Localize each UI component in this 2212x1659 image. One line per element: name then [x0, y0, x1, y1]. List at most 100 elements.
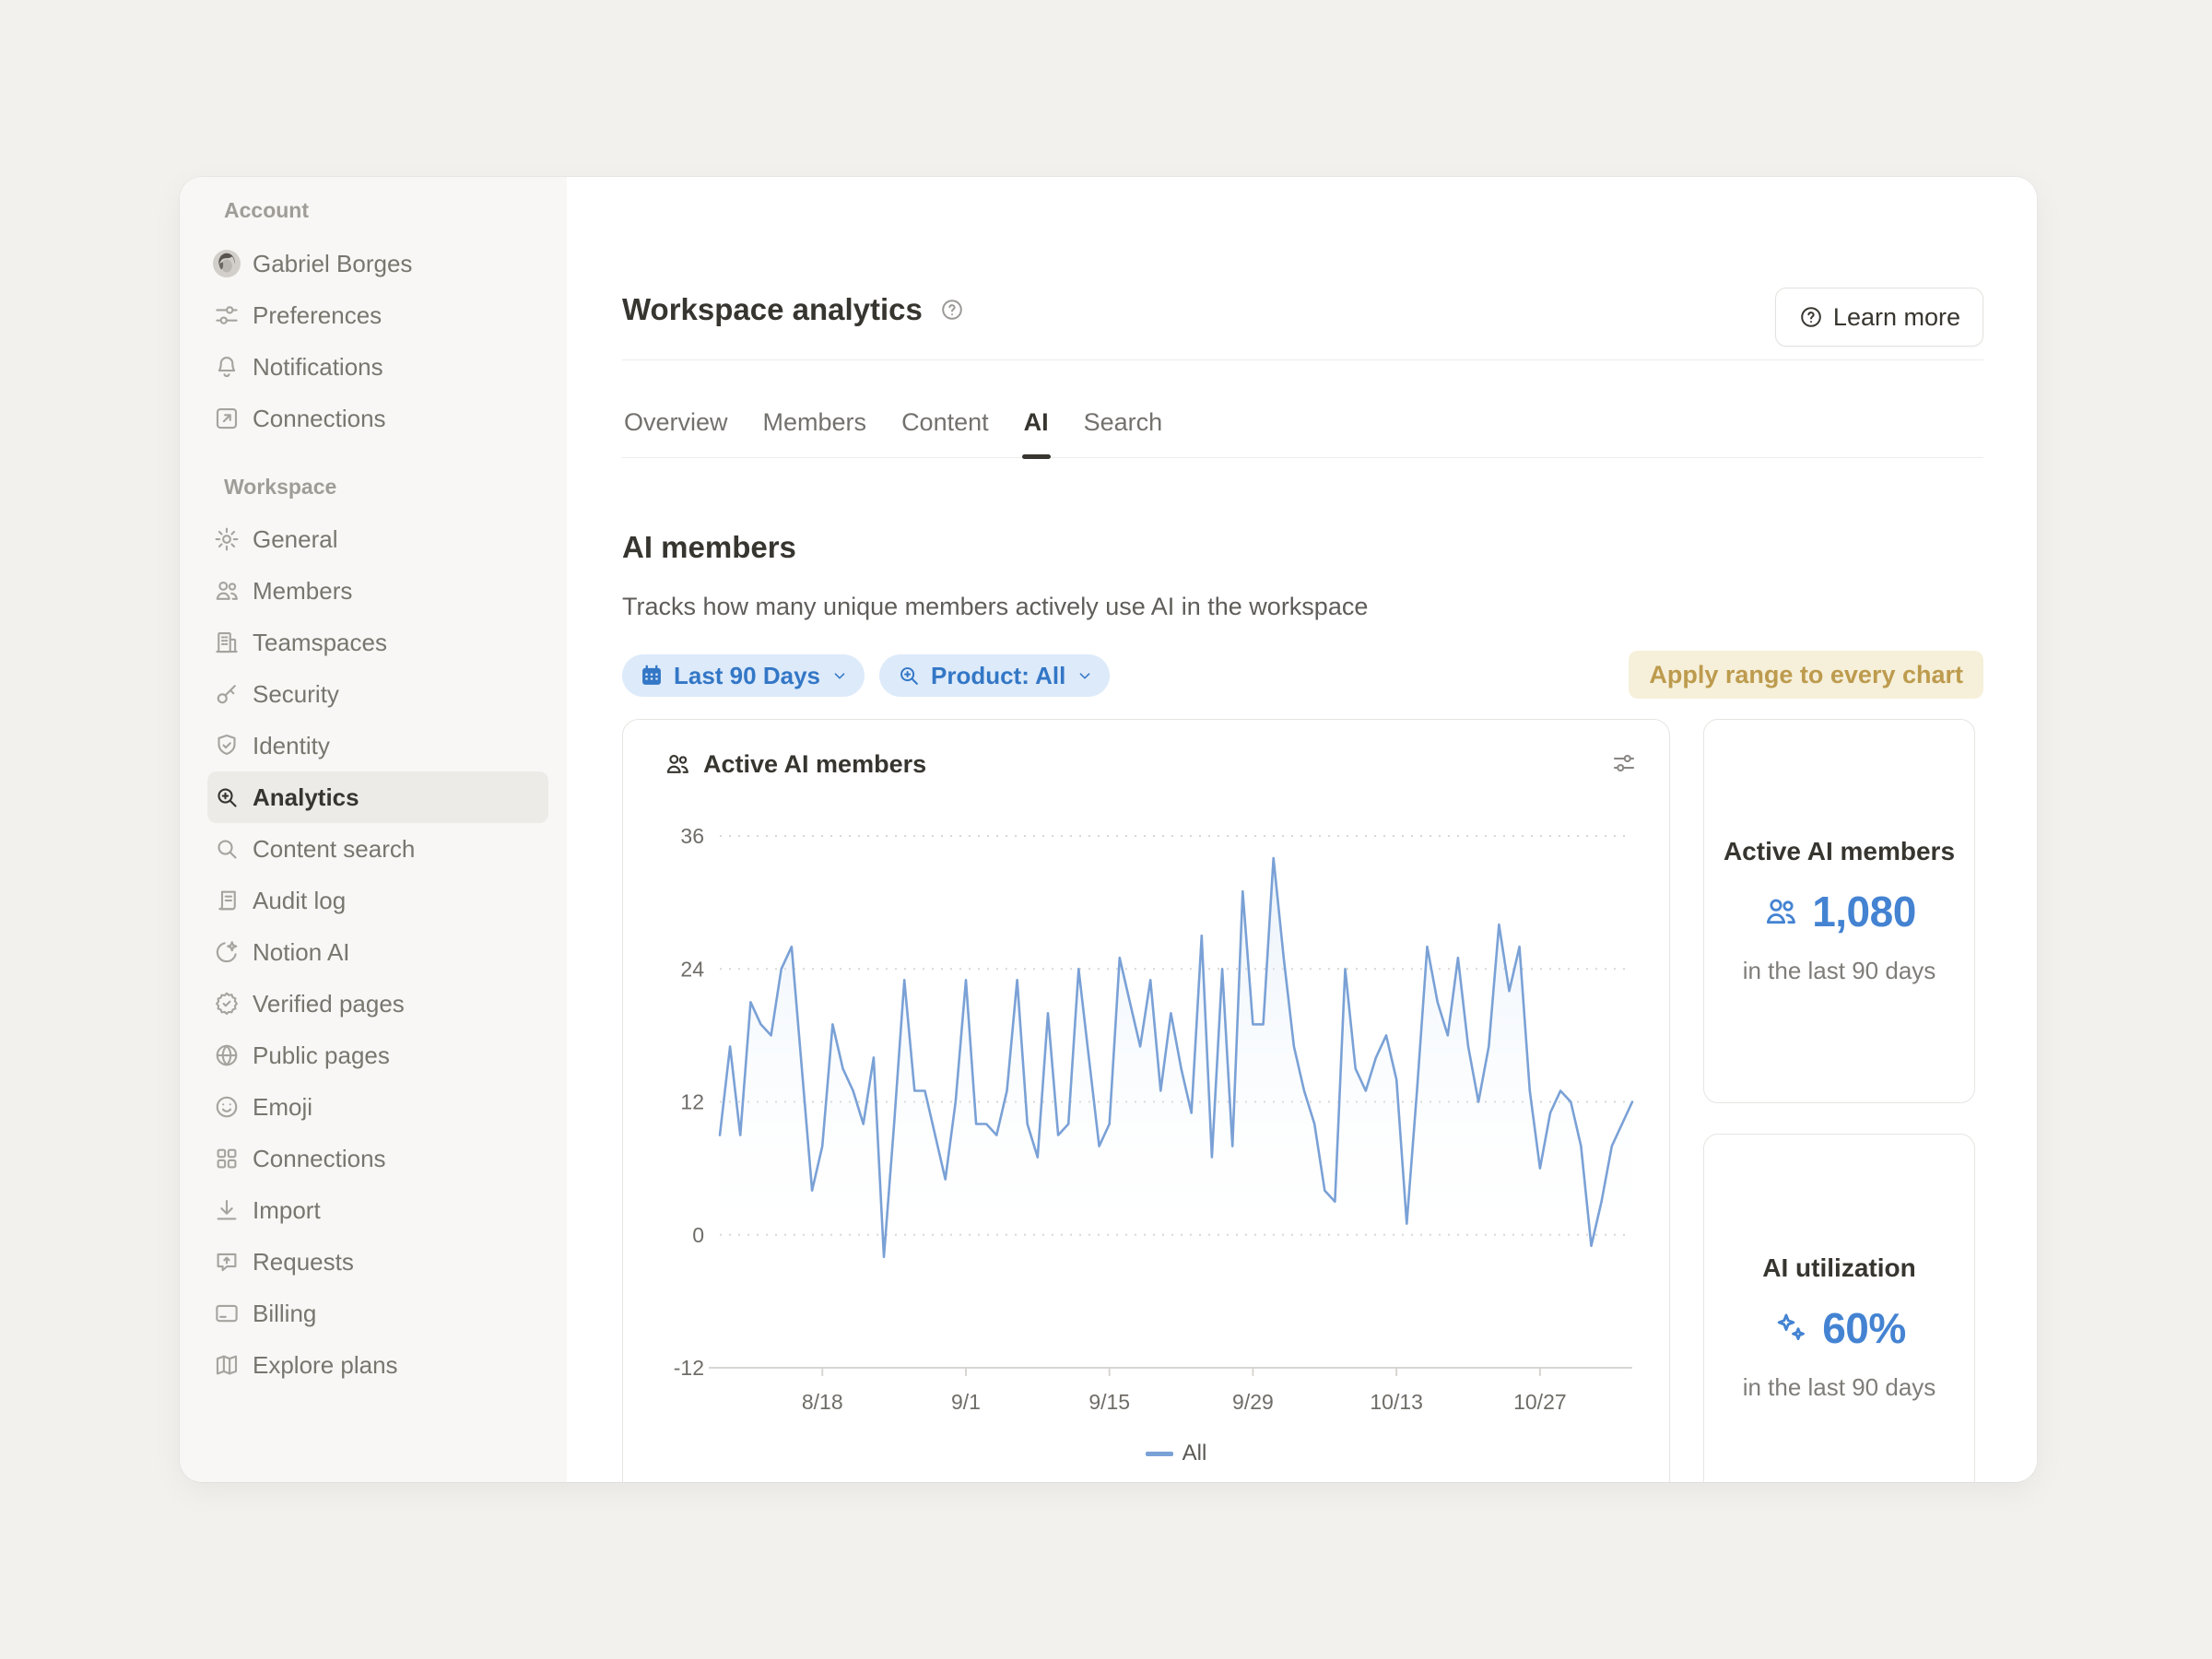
sidebar-item-label: Content search — [253, 834, 416, 863]
workspace-items: General Members Teamspaces Security Identity… — [180, 513, 567, 1391]
filters-row: Last 90 Days Product: All — [622, 654, 1111, 697]
main-content: Workspace analytics Learn more Overview M… — [567, 177, 2037, 1482]
sidebar-item-teamspaces[interactable]: Teamspaces — [207, 617, 548, 668]
sidebar-item-analytics[interactable]: Analytics — [207, 771, 548, 823]
help-icon[interactable] — [939, 297, 965, 323]
svg-text:10/13: 10/13 — [1370, 1390, 1423, 1414]
chart-card-title: Active AI members — [703, 749, 927, 778]
sidebar-item-label: Connections — [253, 1144, 386, 1172]
account-items: Gabriel Borges Preferences Notifications Co… — [180, 238, 567, 444]
page-title: Workspace analytics — [622, 292, 923, 326]
sidebar-item-notifications[interactable]: Notifications — [207, 341, 548, 393]
globe-icon — [213, 1041, 241, 1069]
sidebar-item-label: Emoji — [253, 1092, 313, 1121]
notion-ai-icon — [213, 938, 241, 966]
line-chart[interactable]: 36 24 12 0 -12 8/18 9/1 9/15 9/29 10/13 10/27 — [623, 720, 1671, 1482]
date-range-filter[interactable]: Last 90 Days — [622, 654, 865, 697]
sidebar-item-label: Identity — [253, 731, 330, 759]
sidebar-item-connections[interactable]: Connections — [207, 1133, 548, 1184]
people-icon — [213, 577, 241, 605]
section-heading: AI members — [622, 530, 796, 564]
sidebar-item-gabriel-borges[interactable]: Gabriel Borges — [207, 238, 548, 289]
svg-text:9/15: 9/15 — [1088, 1390, 1130, 1414]
tab-overview[interactable]: Overview — [622, 387, 730, 457]
page-header: Workspace analytics — [622, 288, 965, 332]
sidebar-item-label: Notifications — [253, 352, 383, 381]
learn-more-label: Learn more — [1832, 302, 1960, 331]
svg-text:36: 36 — [680, 824, 704, 848]
sidebar-item-explore-plans[interactable]: Explore plans — [207, 1339, 548, 1391]
legend-label: All — [1182, 1441, 1207, 1465]
magnifier-plus-icon — [896, 663, 922, 688]
legend-line-swatch — [1145, 1451, 1173, 1456]
sidebar-item-requests[interactable]: Requests — [207, 1236, 548, 1288]
sidebar-item-label: Members — [253, 576, 353, 605]
sidebar-item-label: Notion AI — [253, 937, 350, 966]
tab-content[interactable]: Content — [900, 387, 991, 457]
sidebar-item-security[interactable]: Security — [207, 668, 548, 720]
sidebar-item-audit-log[interactable]: Audit log — [207, 875, 548, 926]
magnifier-icon — [213, 835, 241, 863]
import-arrow-icon — [213, 1196, 241, 1224]
sidebar-item-label: Verified pages — [253, 989, 405, 1018]
chart-options-icon[interactable] — [1610, 749, 1638, 777]
tab-members[interactable]: Members — [761, 387, 869, 457]
map-icon — [213, 1351, 241, 1379]
tab-search[interactable]: Search — [1082, 387, 1165, 457]
active-ai-members-chart-card: 36 24 12 0 -12 8/18 9/1 9/15 9/29 10/13 10/27 Acti… — [622, 719, 1670, 1482]
sidebar-item-label: Preferences — [253, 300, 382, 329]
sidebar-item-label: Gabriel Borges — [253, 249, 413, 277]
sidebar-item-notion-ai[interactable]: Notion AI — [207, 926, 548, 978]
sidebar-item-emoji[interactable]: Emoji — [207, 1081, 548, 1133]
settings-window: Account Gabriel Borges Preferences Notific… — [180, 177, 2037, 1482]
building-icon — [213, 629, 241, 656]
sidebar-item-public-pages[interactable]: Public pages — [207, 1030, 548, 1081]
chevron-down-icon — [830, 665, 850, 686]
ai-utilization-stat-card: AI utilization 60% in the last 90 days — [1703, 1134, 1975, 1482]
sidebar-item-import[interactable]: Import — [207, 1184, 548, 1236]
magnifier-plus-icon — [213, 783, 241, 811]
stat-value: 1,080 — [1812, 888, 1916, 935]
arrow-up-right-box-icon — [213, 405, 241, 432]
stat-value-row: 1,080 — [1762, 887, 1916, 936]
sidebar-item-verified-pages[interactable]: Verified pages — [207, 978, 548, 1030]
tab-label: Members — [762, 407, 867, 436]
chevron-down-icon — [1075, 665, 1095, 686]
sidebar-item-general[interactable]: General — [207, 513, 548, 565]
workspace-section-label: Workspace — [224, 475, 337, 499]
learn-more-button[interactable]: Learn more — [1774, 288, 1983, 347]
gear-icon — [213, 525, 241, 553]
sidebar-item-label: General — [253, 524, 338, 553]
shield-check-icon — [213, 732, 241, 759]
stat-value-row: 60% — [1772, 1303, 1906, 1353]
svg-text:0: 0 — [692, 1223, 704, 1247]
sidebar-item-label: Connections — [253, 404, 386, 432]
sidebar-item-connections[interactable]: Connections — [207, 393, 548, 444]
header-divider — [622, 359, 1983, 360]
sidebar-item-label: Explore plans — [253, 1350, 398, 1379]
sidebar-item-content-search[interactable]: Content search — [207, 823, 548, 875]
product-filter-label: Product: All — [930, 661, 1066, 689]
apply-range-button[interactable]: Apply range to every chart — [1629, 651, 1983, 699]
svg-text:8/18: 8/18 — [802, 1390, 843, 1414]
sliders-horizontal-icon — [213, 301, 241, 329]
product-filter[interactable]: Product: All — [878, 654, 1111, 697]
sidebar-item-identity[interactable]: Identity — [207, 720, 548, 771]
sidebar-item-billing[interactable]: Billing — [207, 1288, 548, 1339]
question-circle-icon — [1798, 304, 1824, 330]
audit-log-icon — [213, 887, 241, 914]
active-ai-members-stat-card: Active AI members 1,080 in the last 90 d… — [1703, 719, 1975, 1103]
stat-card-title: AI utilization — [1762, 1253, 1916, 1282]
sidebar-item-members[interactable]: Members — [207, 565, 548, 617]
credit-card-icon — [213, 1300, 241, 1327]
sparkles-icon — [1772, 1310, 1809, 1347]
sidebar-item-label: Requests — [253, 1247, 354, 1276]
stat-caption: in the last 90 days — [1742, 957, 1936, 984]
message-up-icon — [213, 1248, 241, 1276]
svg-text:12: 12 — [680, 1090, 704, 1114]
grid-icon — [213, 1145, 241, 1172]
sidebar-item-preferences[interactable]: Preferences — [207, 289, 548, 341]
svg-text:10/27: 10/27 — [1513, 1390, 1567, 1414]
tab-ai[interactable]: AI — [1021, 387, 1051, 459]
stat-caption: in the last 90 days — [1742, 1372, 1936, 1401]
